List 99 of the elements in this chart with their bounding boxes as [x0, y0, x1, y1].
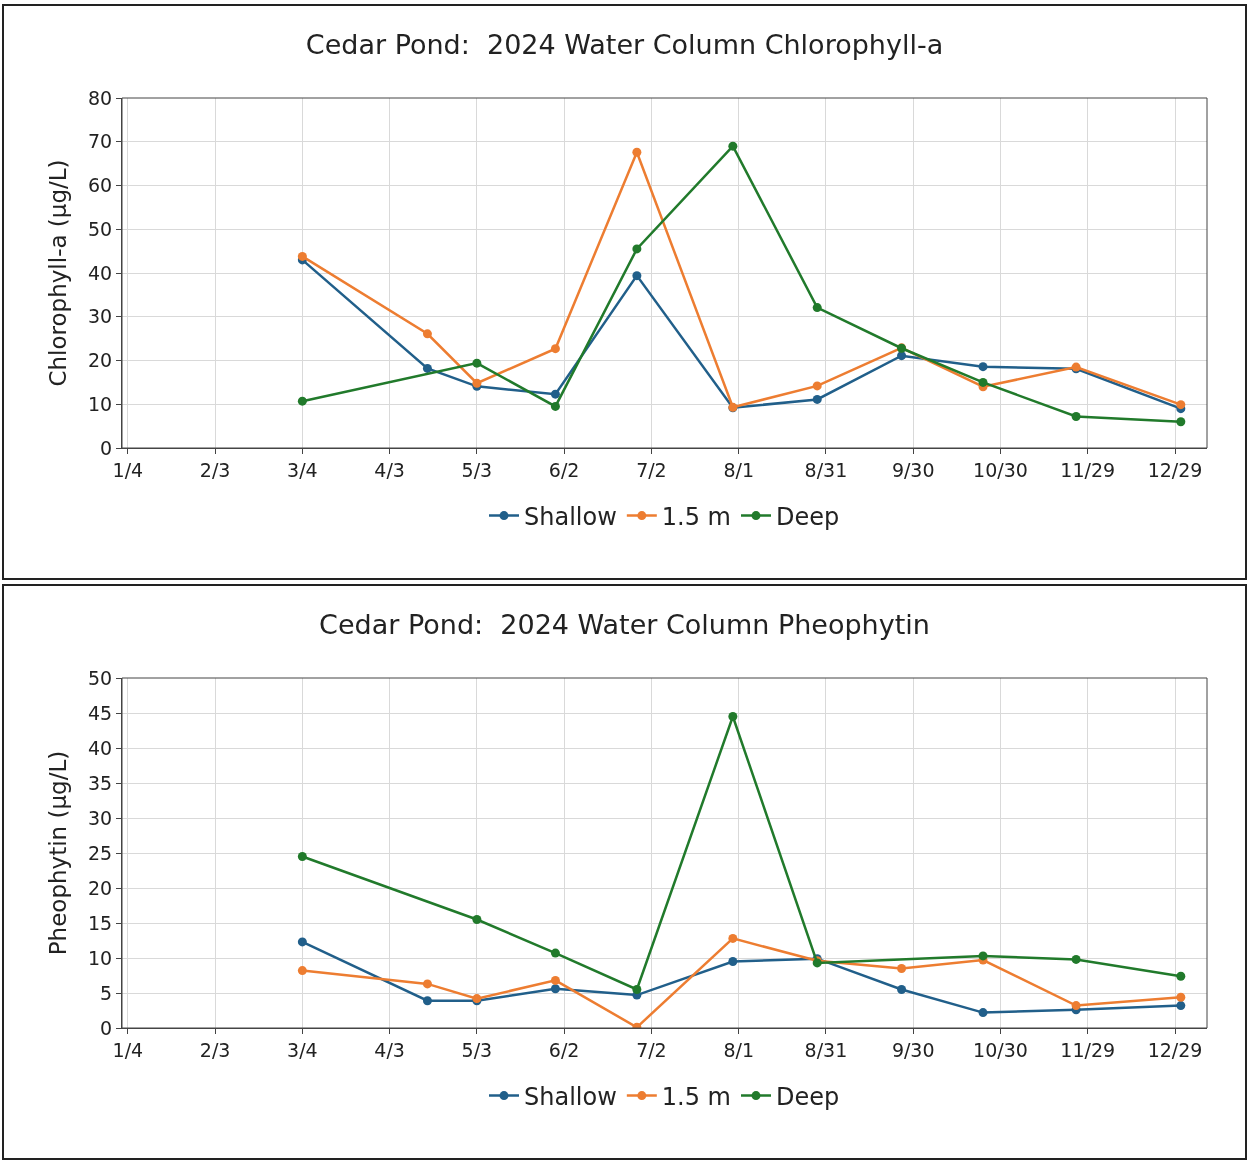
legend-label: Deep: [776, 1082, 840, 1111]
y-tick-label: 30: [88, 806, 113, 829]
point: [1176, 417, 1186, 427]
x-tick-label: 6/2: [548, 458, 580, 481]
point: [978, 1008, 988, 1018]
x-tick-label: 8/31: [804, 1038, 848, 1061]
y-tick-label: 10: [88, 392, 113, 415]
y-axis-title: Chlorophyll-a (µg/L): [45, 159, 71, 387]
point: [728, 933, 738, 943]
x-tick-label: 8/1: [723, 1038, 754, 1061]
point: [1176, 971, 1186, 981]
y-tick-label: 50: [88, 666, 113, 689]
legend-label: Shallow: [524, 1082, 617, 1111]
y-tick-label: 35: [88, 771, 113, 794]
y-tick-label: 10: [88, 946, 113, 969]
x-tick-label: 8/31: [804, 458, 848, 481]
x-tick-label: 5/3: [461, 458, 493, 481]
x-tick-label: 3/4: [287, 458, 318, 481]
point: [1176, 992, 1186, 1002]
point: [1071, 1001, 1081, 1011]
point: [297, 966, 307, 976]
point: [422, 363, 432, 373]
point: [897, 985, 907, 994]
point: [550, 948, 560, 958]
point: [897, 964, 907, 973]
point: [297, 251, 307, 261]
legend-label: 1.5 m: [661, 1082, 731, 1111]
legend-label: 1.5 m: [661, 502, 731, 531]
point: [728, 957, 738, 966]
chart-title: Cedar Pond: 2024 Water Column Pheophytin: [319, 608, 930, 640]
y-tick-label: 15: [88, 911, 113, 934]
point: [472, 915, 482, 924]
y-tick-label: 60: [88, 174, 113, 197]
y-tick-label: 40: [88, 736, 113, 759]
point: [422, 979, 432, 989]
x-tick-label: 4/3: [374, 1038, 405, 1061]
point: [472, 358, 482, 368]
x-tick-label: 6/2: [548, 1038, 580, 1061]
y-tick-label: 80: [88, 86, 113, 109]
point: [728, 141, 738, 151]
point: [422, 996, 432, 1006]
x-tick-label: 11/29: [1060, 458, 1116, 481]
point: [812, 394, 822, 404]
x-tick-label: 2/3: [199, 1038, 231, 1061]
point: [550, 401, 560, 411]
point: [897, 351, 907, 361]
point: [1071, 412, 1081, 421]
x-tick-label: 11/29: [1060, 1038, 1116, 1061]
x-tick-label: 7/2: [636, 458, 667, 481]
point: [550, 389, 560, 399]
x-tick-label: 7/2: [636, 1038, 667, 1061]
y-tick-label: 30: [88, 305, 113, 328]
x-tick-label: 5/3: [461, 1038, 493, 1061]
x-tick-label: 2/3: [199, 458, 231, 481]
point: [297, 396, 307, 406]
y-tick-label: 20: [88, 876, 113, 899]
legend-label: Shallow: [524, 502, 617, 531]
point: [632, 244, 642, 254]
point: [297, 852, 307, 861]
y-tick-label: 20: [88, 349, 113, 372]
y-tick-label: 5: [100, 981, 113, 1004]
point: [632, 147, 642, 157]
y-tick-label: 40: [88, 261, 113, 284]
y-axis-title: Pheophytin (µg/L): [45, 750, 71, 956]
point: [632, 271, 642, 281]
point: [978, 362, 988, 372]
point: [550, 975, 560, 985]
x-tick-label: 4/3: [374, 458, 405, 481]
point: [978, 951, 988, 961]
y-tick-label: 25: [88, 841, 113, 864]
x-tick-label: 12/29: [1147, 1038, 1203, 1061]
x-tick-label: 8/1: [723, 458, 754, 481]
point: [728, 712, 738, 721]
y-tick-label: 50: [88, 217, 113, 240]
chart-title: Cedar Pond: 2024 Water Column Chlorophyll-a: [305, 28, 944, 60]
point: [632, 985, 642, 994]
point: [297, 937, 307, 947]
point: [1176, 400, 1186, 410]
point: [550, 984, 560, 994]
point: [978, 377, 988, 387]
y-tick-label: 0: [100, 1016, 113, 1039]
y-tick-label: 0: [100, 436, 113, 459]
x-tick-label: 10/30: [973, 458, 1028, 481]
x-tick-label: 3/4: [287, 1038, 318, 1061]
point: [1071, 954, 1081, 964]
x-tick-label: 9/30: [891, 458, 935, 481]
point: [812, 303, 822, 313]
point: [550, 344, 560, 354]
x-tick-label: 12/29: [1147, 458, 1203, 481]
y-tick-label: 45: [88, 701, 113, 724]
point: [812, 381, 822, 391]
x-tick-label: 9/30: [891, 1038, 935, 1061]
point: [1176, 1001, 1186, 1011]
point: [422, 329, 432, 339]
legend-label: Deep: [776, 502, 840, 531]
x-tick-label: 10/30: [973, 1038, 1028, 1061]
x-tick-label: 1/4: [112, 1038, 144, 1061]
y-tick-label: 70: [88, 130, 113, 153]
x-tick-label: 1/4: [112, 458, 144, 481]
